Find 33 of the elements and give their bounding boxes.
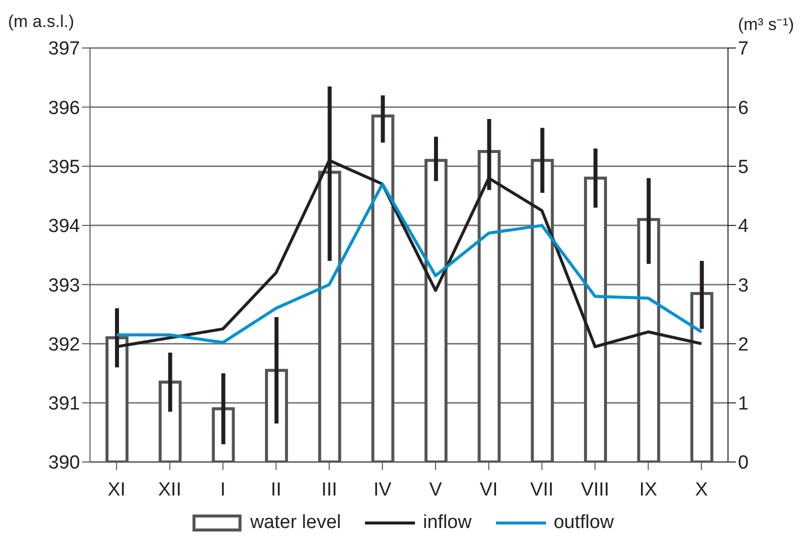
x-tick-label: VI: [480, 479, 498, 500]
y-tick-label: 392: [48, 334, 80, 356]
y2-tick-label: 0: [738, 452, 749, 474]
y2-tick-label: 2: [738, 334, 749, 356]
x-tick-label: III: [321, 479, 338, 500]
y2-tick-label: 5: [738, 157, 749, 178]
x-tick-label: IV: [373, 479, 392, 500]
x-tick-label: V: [429, 479, 442, 500]
x-tick-label: VII: [530, 479, 554, 500]
x-tick-label: XII: [158, 479, 182, 500]
y-tick-label: 390: [48, 452, 80, 474]
x-tick-label: XI: [108, 479, 126, 500]
y-tick-label: 393: [48, 275, 80, 296]
y-tick-label: 394: [48, 216, 80, 238]
y-tick-label: 396: [48, 98, 80, 119]
y-axis-title: (m a.s.l.): [8, 12, 74, 32]
legend-label: inflow: [422, 512, 472, 534]
x-tick-label: VIII: [580, 479, 610, 500]
x-tick-label: II: [270, 479, 282, 500]
y2-tick-label: 7: [738, 38, 749, 60]
y2-axis-title: (m³ s⁻¹): [738, 14, 794, 35]
y2-tick-label: 1: [738, 394, 749, 415]
y2-tick-label: 6: [738, 98, 749, 119]
legend-label: water level: [249, 512, 342, 534]
x-tick-label: X: [695, 479, 708, 500]
y-tick-label: 391: [48, 394, 80, 415]
y-tick-label: 397: [48, 38, 80, 60]
x-tick-label: I: [220, 479, 226, 500]
legend-label: outflow: [552, 512, 614, 534]
y2-tick-label: 3: [738, 275, 749, 296]
x-tick-label: IX: [639, 479, 658, 500]
y-tick-label: 395: [48, 157, 80, 178]
y2-tick-label: 4: [738, 216, 749, 238]
